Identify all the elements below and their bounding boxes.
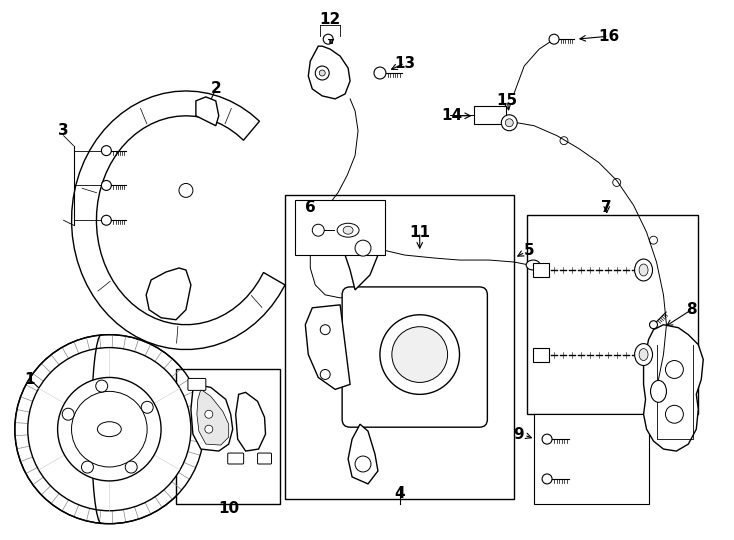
FancyBboxPatch shape xyxy=(342,287,487,427)
Circle shape xyxy=(392,327,448,382)
Circle shape xyxy=(101,215,112,225)
Polygon shape xyxy=(71,91,285,349)
FancyBboxPatch shape xyxy=(228,453,244,464)
Circle shape xyxy=(81,461,93,473)
Circle shape xyxy=(549,34,559,44)
Text: 10: 10 xyxy=(218,501,239,516)
Circle shape xyxy=(205,425,213,433)
Text: 16: 16 xyxy=(598,29,619,44)
Bar xyxy=(286,195,515,499)
Polygon shape xyxy=(305,305,350,389)
Ellipse shape xyxy=(650,380,666,402)
Circle shape xyxy=(320,325,330,335)
Polygon shape xyxy=(146,268,191,320)
Bar xyxy=(474,106,506,124)
Circle shape xyxy=(62,408,74,420)
Circle shape xyxy=(666,361,683,379)
Ellipse shape xyxy=(635,343,653,366)
Polygon shape xyxy=(308,46,350,99)
Circle shape xyxy=(15,335,204,524)
Circle shape xyxy=(374,67,386,79)
Circle shape xyxy=(179,184,193,198)
Text: 4: 4 xyxy=(394,487,405,501)
Circle shape xyxy=(323,34,333,44)
Text: 12: 12 xyxy=(319,12,341,27)
Text: 11: 11 xyxy=(410,225,430,240)
Circle shape xyxy=(316,66,329,80)
Circle shape xyxy=(141,401,153,413)
Polygon shape xyxy=(191,384,233,451)
Text: 2: 2 xyxy=(211,82,221,97)
Bar xyxy=(295,200,385,255)
Circle shape xyxy=(101,146,112,156)
Circle shape xyxy=(57,377,161,481)
FancyBboxPatch shape xyxy=(258,453,272,464)
Circle shape xyxy=(542,434,552,444)
Circle shape xyxy=(501,115,517,131)
Text: 3: 3 xyxy=(58,123,69,138)
Polygon shape xyxy=(196,97,219,126)
Circle shape xyxy=(312,224,324,236)
Circle shape xyxy=(380,315,459,394)
Circle shape xyxy=(28,348,191,511)
Text: 9: 9 xyxy=(513,427,523,442)
Circle shape xyxy=(650,321,658,329)
Circle shape xyxy=(355,240,371,256)
Circle shape xyxy=(320,369,330,380)
Ellipse shape xyxy=(635,259,653,281)
Circle shape xyxy=(542,474,552,484)
Circle shape xyxy=(505,119,513,127)
FancyBboxPatch shape xyxy=(188,379,206,390)
Polygon shape xyxy=(197,389,229,445)
Ellipse shape xyxy=(639,264,648,276)
Text: 1: 1 xyxy=(24,372,35,387)
Text: 5: 5 xyxy=(524,242,534,258)
Circle shape xyxy=(319,70,325,76)
Bar xyxy=(527,215,698,414)
Text: 7: 7 xyxy=(601,200,612,215)
Text: 6: 6 xyxy=(305,200,316,215)
Text: 15: 15 xyxy=(497,93,518,109)
Circle shape xyxy=(101,180,112,191)
Polygon shape xyxy=(348,424,378,484)
Ellipse shape xyxy=(343,226,353,234)
Bar xyxy=(534,414,649,504)
Circle shape xyxy=(126,461,137,473)
Circle shape xyxy=(666,406,683,423)
Ellipse shape xyxy=(98,422,121,437)
Polygon shape xyxy=(644,325,703,451)
Text: 13: 13 xyxy=(394,56,415,71)
Polygon shape xyxy=(236,393,266,451)
FancyBboxPatch shape xyxy=(533,348,549,361)
FancyBboxPatch shape xyxy=(533,263,549,277)
Ellipse shape xyxy=(639,349,648,361)
Ellipse shape xyxy=(337,223,359,237)
Circle shape xyxy=(355,456,371,472)
Bar xyxy=(176,369,280,504)
Circle shape xyxy=(205,410,213,418)
Polygon shape xyxy=(345,230,378,290)
Ellipse shape xyxy=(526,260,540,270)
Text: 8: 8 xyxy=(686,302,697,318)
Circle shape xyxy=(95,380,108,392)
Text: 14: 14 xyxy=(441,109,462,123)
